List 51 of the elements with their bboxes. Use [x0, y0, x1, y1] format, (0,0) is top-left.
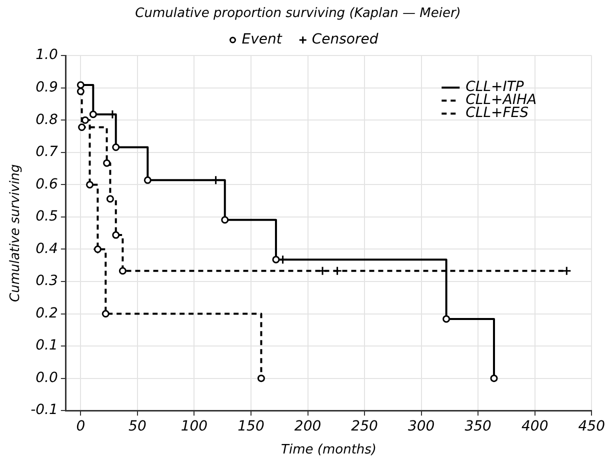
point [442, 315, 450, 323]
point [112, 144, 120, 152]
point [490, 374, 498, 382]
x-tick-label: 400 [522, 418, 548, 435]
point [89, 110, 97, 118]
point [76, 81, 84, 89]
point [78, 123, 86, 131]
y-tick-label: 0.2 [36, 305, 58, 322]
chart-title: Cumulative proportion surviving (Kaplan — Meier) [135, 6, 461, 22]
legend-label: Event [242, 32, 282, 48]
y-tick-label: 0.3 [36, 273, 58, 290]
x-axis-title: Time (months) [281, 442, 377, 458]
point [144, 176, 152, 184]
y-tick-label: 0.8 [36, 112, 58, 128]
y-tick-label: 0.1 [36, 338, 58, 354]
x-tick-label: 250 [351, 418, 378, 435]
y-tick-label: 0.0 [36, 370, 58, 386]
x-tick-label: 100 [180, 418, 208, 435]
point [76, 88, 84, 96]
point [318, 266, 328, 276]
y-tick-label: 0.4 [36, 240, 58, 257]
x-tick-label: 150 [238, 418, 264, 435]
legend-label: Censored [312, 32, 378, 48]
x-tick-label: 450 [578, 418, 606, 435]
y-tick-label: 0.7 [36, 144, 58, 160]
point [332, 266, 342, 276]
y-tick-label: -0.1 [30, 402, 58, 418]
x-tick-label: 300 [408, 418, 435, 435]
point [81, 116, 89, 124]
y-axis-title: Cumulative surviving [8, 164, 24, 302]
x-tick-label: 200 [294, 418, 322, 435]
point [118, 267, 126, 275]
x-tick-label: 50 [128, 418, 146, 435]
point [272, 256, 280, 264]
point [102, 310, 110, 318]
point [257, 374, 265, 382]
point [211, 175, 221, 185]
point [278, 254, 288, 264]
point [562, 266, 572, 276]
y-tick-label: 0.5 [36, 208, 58, 225]
y-tick-label: 0.9 [36, 80, 58, 96]
x-tick-label: 350 [464, 418, 492, 435]
point [221, 216, 229, 224]
x-tick-label: 0 [76, 418, 86, 435]
point [106, 195, 114, 203]
point [103, 159, 111, 167]
legend-label: CLL+FES [466, 105, 529, 122]
point [112, 231, 120, 239]
y-tick-label: 1.0 [36, 47, 58, 64]
point [86, 180, 94, 188]
y-tick-label: 0.6 [36, 176, 58, 192]
